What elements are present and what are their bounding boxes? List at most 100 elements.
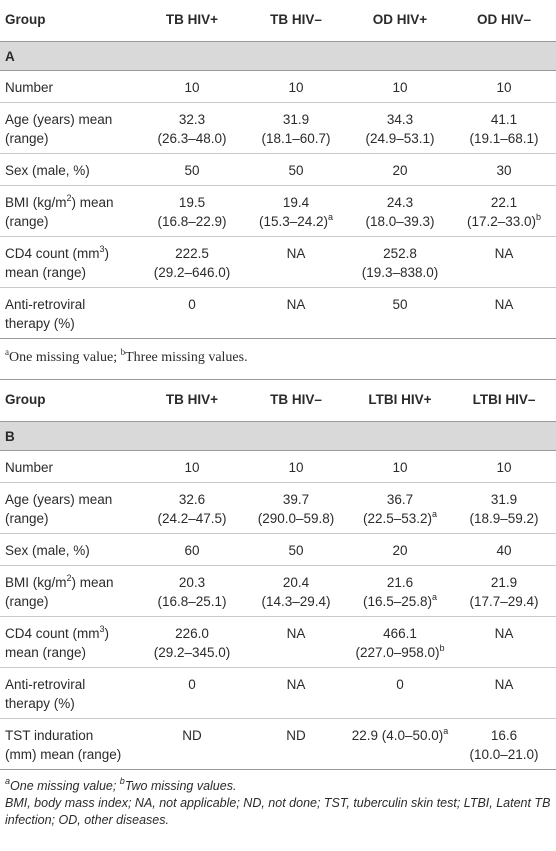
header-col-3: LTBI HIV+ [348, 380, 452, 422]
table-row: Sex (male, %) 60 50 20 40 [0, 533, 556, 566]
header-col-1: TB HIV+ [140, 0, 244, 42]
table-cell: NA [244, 236, 348, 288]
table-cell: 24.3 (18.0–39.3) [348, 185, 452, 237]
row-label: Anti-retroviral therapy (%) [0, 667, 140, 719]
table-cell: 10 [452, 70, 556, 103]
table-cell: 10 [140, 450, 244, 483]
table-row: Number 10 10 10 10 [0, 70, 556, 103]
section-b-row: B [0, 421, 556, 451]
table-cell: 466.1 (227.0–958.0)b [348, 616, 452, 668]
header-col-2: TB HIV– [244, 380, 348, 422]
row-label: Sex (male, %) [0, 533, 140, 566]
table-cell: 252.8 (19.3–838.0) [348, 236, 452, 288]
row-label: Age (years) mean (range) [0, 102, 140, 154]
header-col-3: OD HIV+ [348, 0, 452, 42]
table-row: Sex (male, %) 50 50 20 30 [0, 153, 556, 186]
table-cell: 50 [348, 287, 452, 339]
table-cell: NA [244, 616, 348, 668]
table-cell: 22.9 (4.0–50.0)a [348, 718, 452, 770]
footnote-mark-b: b [119, 776, 125, 786]
row-label: Number [0, 450, 140, 483]
table-cell: 226.0 (29.2–345.0) [140, 616, 244, 668]
section-label: A [0, 41, 556, 71]
row-label: BMI (kg/m2) mean (range) [0, 565, 140, 617]
footnote-text-b: Two missing values. [124, 779, 237, 793]
table-a-header-row: Group TB HIV+ TB HIV– OD HIV+ OD HIV– [0, 0, 556, 42]
table-cell: 30 [452, 153, 556, 186]
table-a: Group TB HIV+ TB HIV– OD HIV+ OD HIV– A … [0, 0, 556, 339]
table-cell: 10 [140, 70, 244, 103]
table-cell: 41.1 (19.1–68.1) [452, 102, 556, 154]
table-cell: 21.9 (17.7–29.4) [452, 565, 556, 617]
table-row: BMI (kg/m2) mean (range) 19.5 (16.8–22.9) 19… [0, 185, 556, 237]
header-group: Group [0, 380, 140, 422]
table-cell: NA [452, 616, 556, 668]
table-row: Anti-retroviral therapy (%) 0 NA 0 NA [0, 667, 556, 719]
table-row: Age (years) mean (range) 32.3 (26.3–48.0) 31… [0, 102, 556, 154]
footnote-line: aOne missing value; bTwo missing values. [5, 776, 551, 795]
footnote-text-a: One missing value; [9, 350, 121, 365]
table-cell: 50 [244, 533, 348, 566]
table-a-footnote: aOne missing value; bThree missing value… [0, 339, 556, 380]
table-cell: NA [452, 667, 556, 719]
footnote-mark-a: a [5, 347, 9, 357]
table-cell: 0 [140, 667, 244, 719]
table-cell: 10 [348, 450, 452, 483]
table-row: CD4 count (mm3) mean (range) 222.5 (29.2–64… [0, 236, 556, 288]
table-cell: 10 [244, 450, 348, 483]
row-label: TST induration (mm) mean (range) [0, 718, 140, 770]
table-cell: NA [244, 667, 348, 719]
table-row: BMI (kg/m2) mean (range) 20.3 (16.8–25.1) 20… [0, 565, 556, 617]
table-row: Anti-retroviral therapy (%) 0 NA 50 NA [0, 287, 556, 339]
table-cell: 22.1 (17.2–33.0)b [452, 185, 556, 237]
table-b-footnotes: aOne missing value; bTwo missing values.… [0, 770, 556, 829]
table-cell: ND [244, 718, 348, 770]
header-col-1: TB HIV+ [140, 380, 244, 422]
table-cell: 19.5 (16.8–22.9) [140, 185, 244, 237]
table-cell: 39.7 (290.0–59.8) [244, 482, 348, 534]
row-label: Age (years) mean (range) [0, 482, 140, 534]
table-cell: 34.3 (24.9–53.1) [348, 102, 452, 154]
section-a-row: A [0, 41, 556, 71]
table-row: TST induration (mm) mean (range) ND ND 22.9 … [0, 718, 556, 770]
row-label: Anti-retroviral therapy (%) [0, 287, 140, 339]
table-cell: 10 [452, 450, 556, 483]
row-label: Sex (male, %) [0, 153, 140, 186]
header-col-4: LTBI HIV– [452, 380, 556, 422]
table-cell: 10 [348, 70, 452, 103]
table-cell: 32.6 (24.2–47.5) [140, 482, 244, 534]
table-cell: 31.9 (18.1–60.7) [244, 102, 348, 154]
table-b: Group TB HIV+ TB HIV– LTBI HIV+ LTBI HIV… [0, 380, 556, 770]
table-cell: ND [140, 718, 244, 770]
table-cell: 31.9 (18.9–59.2) [452, 482, 556, 534]
header-col-2: TB HIV– [244, 0, 348, 42]
table-cell: 20 [348, 153, 452, 186]
footnote-text-a: One missing value; [10, 779, 120, 793]
table-cell: 40 [452, 533, 556, 566]
footnote-text-b: Three missing values. [125, 350, 248, 365]
table-row: Number 10 10 10 10 [0, 450, 556, 483]
section-label: B [0, 421, 556, 451]
table-cell: NA [452, 287, 556, 339]
row-label: Number [0, 70, 140, 103]
table-row: CD4 count (mm3) mean (range) 226.0 (29.2–34… [0, 616, 556, 668]
footnote-mark-a: a [5, 776, 11, 786]
table-cell: 20.3 (16.8–25.1) [140, 565, 244, 617]
table-row: Age (years) mean (range) 32.6 (24.2–47.5) 39… [0, 482, 556, 534]
table-cell: NA [452, 236, 556, 288]
table-cell: 19.4 (15.3–24.2)a [244, 185, 348, 237]
header-group: Group [0, 0, 140, 42]
table-cell: 60 [140, 533, 244, 566]
row-label: BMI (kg/m2) mean (range) [0, 185, 140, 237]
abbreviations-note: BMI, body mass index; NA, not applicable… [5, 796, 551, 827]
table-cell: 20 [348, 533, 452, 566]
table-cell: 36.7 (22.5–53.2)a [348, 482, 452, 534]
table-cell: 0 [140, 287, 244, 339]
table-cell: 21.6 (16.5–25.8)a [348, 565, 452, 617]
table-cell: 10 [244, 70, 348, 103]
row-label: CD4 count (mm3) mean (range) [0, 616, 140, 668]
table-cell: 16.6 (10.0–21.0) [452, 718, 556, 770]
table-cell: 20.4 (14.3–29.4) [244, 565, 348, 617]
header-col-4: OD HIV– [452, 0, 556, 42]
